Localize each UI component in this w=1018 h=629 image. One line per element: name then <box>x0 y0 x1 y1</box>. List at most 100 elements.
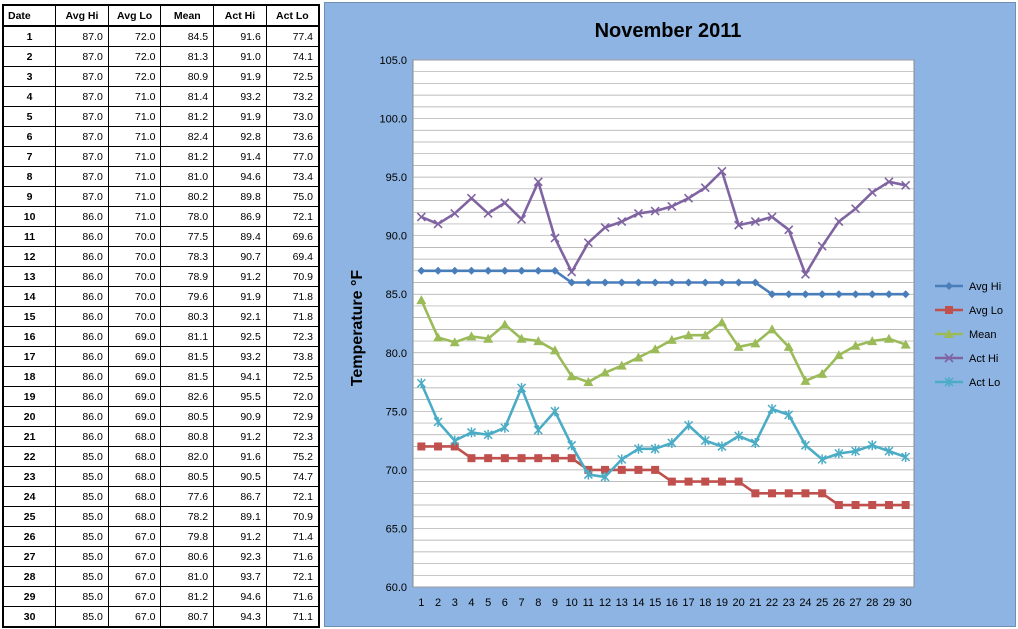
data-point-mean <box>650 344 661 354</box>
cell-avg-lo: 71.0 <box>107 146 162 167</box>
cell-act-hi: 91.0 <box>213 46 267 67</box>
cell-mean: 78.3 <box>160 246 215 267</box>
data-point-act-lo <box>867 440 877 451</box>
data-point-mean <box>666 334 677 344</box>
cell-act-hi: 95.5 <box>213 386 267 407</box>
cell-mean: 80.5 <box>160 466 215 487</box>
data-point-avg-hi <box>717 278 726 287</box>
cell-act-lo: 71.6 <box>265 586 320 607</box>
data-point-mean <box>499 319 510 329</box>
data-point-avg-lo <box>450 442 459 451</box>
data-point-act-hi <box>867 187 877 197</box>
data-point-avg-hi <box>751 278 760 287</box>
data-point-act-hi <box>734 220 744 230</box>
cell-avg-lo: 71.0 <box>107 166 162 187</box>
cell-avg-lo: 71.0 <box>107 186 162 207</box>
cell-avg-lo: 70.0 <box>107 246 162 267</box>
data-point-act-lo <box>433 416 443 427</box>
table-row: 3 87.0 72.0 80.9 91.9 72.5 <box>2 66 320 87</box>
table-row: 7 87.0 71.0 81.2 91.4 77.0 <box>2 146 320 167</box>
cell-avg-hi: 87.0 <box>55 86 109 107</box>
cell-mean: 81.4 <box>160 86 215 107</box>
cell-avg-hi: 86.0 <box>55 246 109 267</box>
cell-avg-lo: 69.0 <box>107 386 162 407</box>
cell-avg-hi: 87.0 <box>55 146 109 167</box>
cell-avg-lo: 69.0 <box>107 366 162 387</box>
cell-act-hi: 90.5 <box>213 466 267 487</box>
cell-avg-hi: 86.0 <box>55 386 109 407</box>
cell-act-hi: 94.6 <box>213 586 267 607</box>
data-point-avg-hi <box>484 266 493 275</box>
data-point-act-hi <box>483 208 493 218</box>
table-row: 4 87.0 71.0 81.4 93.2 73.2 <box>2 86 320 107</box>
data-point-avg-lo <box>901 501 910 510</box>
cell-mean: 78.2 <box>160 506 215 527</box>
cell-date: 20 <box>2 406 57 427</box>
data-point-avg-hi <box>567 278 576 287</box>
chart-title: November 2011 <box>595 20 742 42</box>
data-point-act-hi <box>550 233 560 243</box>
data-point-act-lo <box>717 441 727 452</box>
data-point-act-hi <box>850 204 861 214</box>
data-point-mean <box>900 339 911 349</box>
legend-marker-act-hi <box>944 353 954 363</box>
cell-avg-lo: 70.0 <box>107 286 162 307</box>
cell-mean: 81.2 <box>160 146 215 167</box>
chart-area: November 2011 Temperature °F 60.0 65.0 70.… <box>324 2 1016 627</box>
data-point-avg-lo <box>601 465 610 474</box>
cell-act-lo: 71.8 <box>265 286 320 307</box>
cell-act-hi: 94.6 <box>213 166 267 187</box>
cell-avg-hi: 87.0 <box>55 46 109 67</box>
data-point-avg-hi <box>500 266 509 275</box>
cell-avg-hi: 85.0 <box>55 466 109 487</box>
cell-act-lo: 72.1 <box>265 486 320 507</box>
data-point-avg-lo <box>784 489 793 498</box>
x-tick-label: 28 <box>866 597 878 609</box>
cell-act-lo: 71.1 <box>265 606 320 628</box>
table-row: 23 85.0 68.0 80.5 90.5 74.7 <box>2 466 320 487</box>
cell-date: 6 <box>2 126 57 147</box>
data-point-avg-hi <box>651 278 660 287</box>
data-point-act-lo <box>450 435 460 446</box>
cell-act-lo: 69.4 <box>265 246 320 267</box>
table-row: 10 86.0 71.0 78.0 86.9 72.1 <box>2 206 320 227</box>
data-point-avg-hi <box>450 266 459 275</box>
cell-date: 7 <box>2 146 57 167</box>
cell-date: 27 <box>2 546 57 567</box>
cell-date: 8 <box>2 166 57 187</box>
cell-avg-lo: 71.0 <box>107 206 162 227</box>
data-point-avg-lo <box>768 489 777 498</box>
cell-date: 17 <box>2 346 57 367</box>
cell-mean: 81.2 <box>160 106 215 127</box>
legend-marker-act-lo <box>944 377 954 387</box>
data-point-mean <box>566 371 577 381</box>
legend-marker-avg-hi <box>945 282 953 290</box>
data-point-avg-hi <box>768 290 777 299</box>
cell-date: 24 <box>2 486 57 507</box>
cell-avg-hi: 86.0 <box>55 346 109 367</box>
data-point-avg-hi <box>801 290 810 299</box>
data-point-mean <box>883 333 894 343</box>
table-row: 14 86.0 70.0 79.6 91.9 71.8 <box>2 286 320 307</box>
cell-act-lo: 77.4 <box>265 25 320 47</box>
data-point-act-lo <box>600 471 610 482</box>
data-point-mean <box>817 368 828 378</box>
table-row: 5 87.0 71.0 81.2 91.9 73.0 <box>2 106 320 127</box>
x-tick-label: 13 <box>616 597 628 609</box>
data-point-act-lo <box>617 454 627 465</box>
data-point-mean <box>449 337 460 347</box>
data-point-avg-hi <box>601 278 610 287</box>
legend-label-mean: Mean <box>969 329 997 341</box>
data-point-avg-lo <box>617 465 626 474</box>
table-row: 9 87.0 71.0 80.2 89.8 75.0 <box>2 186 320 207</box>
data-point-act-hi <box>466 193 477 203</box>
data-point-act-hi <box>800 269 811 279</box>
cell-date: 12 <box>2 246 57 267</box>
data-point-act-hi <box>416 212 426 222</box>
data-point-avg-lo <box>834 501 843 510</box>
cell-avg-hi: 86.0 <box>55 306 109 327</box>
cell-avg-hi: 87.0 <box>55 66 109 87</box>
cell-act-lo: 73.0 <box>265 106 320 127</box>
x-tick-label: 27 <box>849 597 861 609</box>
table-row: 29 85.0 67.0 81.2 94.6 71.6 <box>2 586 320 607</box>
